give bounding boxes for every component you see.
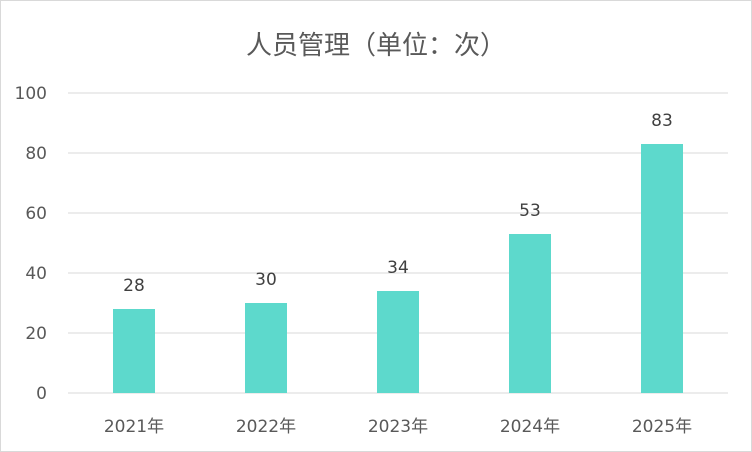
y-tick-label: 100 (15, 84, 47, 104)
bar (113, 309, 155, 393)
x-tick-label: 2025年 (632, 417, 692, 437)
x-tick-label: 2024年 (500, 417, 560, 437)
data-label: 28 (123, 276, 145, 296)
chart-title: 人员管理（单位：次） (245, 31, 506, 61)
bar (641, 144, 683, 393)
x-tick-label: 2022年 (236, 417, 296, 437)
x-tick-label: 2021年 (104, 417, 164, 437)
data-label: 30 (255, 270, 277, 290)
bar (245, 303, 287, 393)
y-tick-label: 80 (25, 144, 47, 164)
data-label: 34 (387, 258, 409, 278)
y-tick-label: 0 (36, 384, 47, 404)
y-tick-label: 20 (25, 324, 47, 344)
y-tick-label: 60 (25, 204, 47, 224)
y-tick-label: 40 (25, 264, 47, 284)
bar (509, 234, 551, 393)
data-label: 53 (519, 201, 541, 221)
data-label: 83 (651, 111, 673, 131)
x-tick-label: 2023年 (368, 417, 428, 437)
bar (377, 291, 419, 393)
